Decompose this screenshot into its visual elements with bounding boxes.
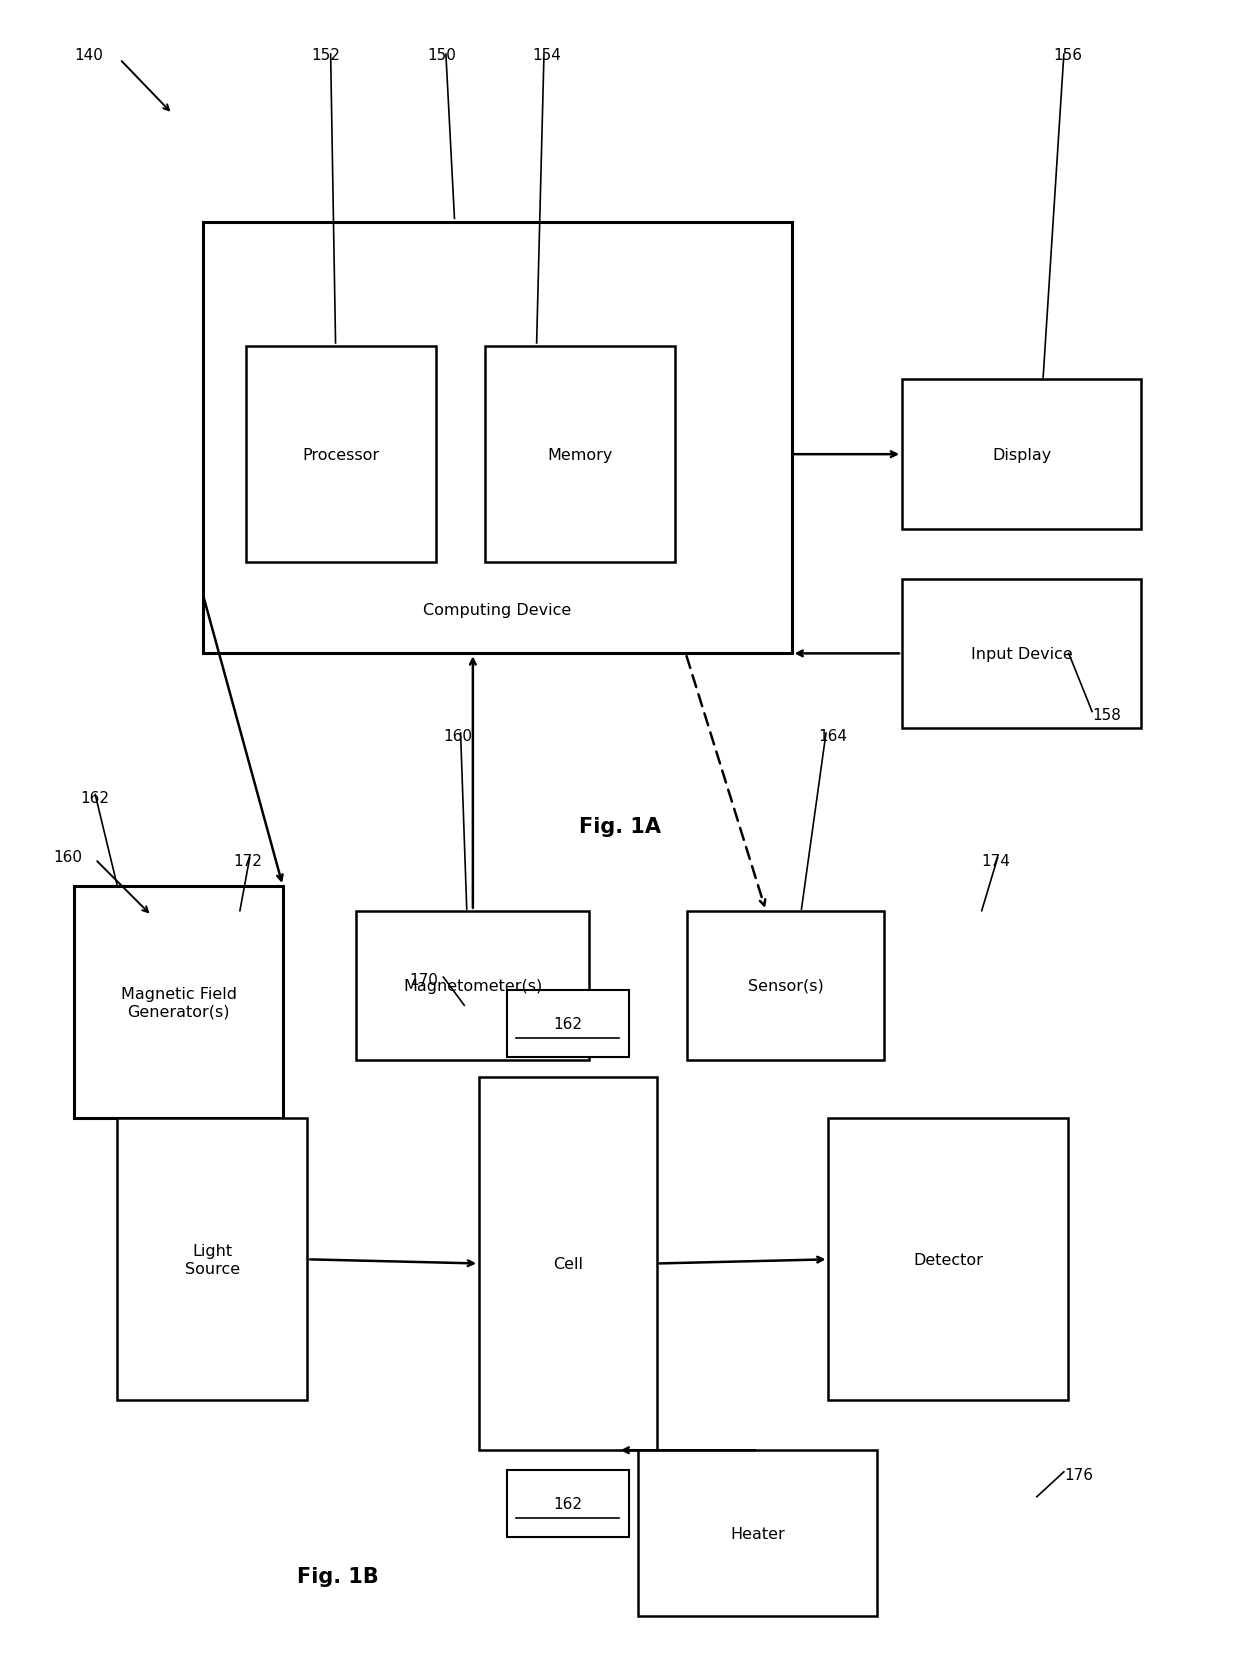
Text: Magnetic Field
Generator(s): Magnetic Field Generator(s)	[120, 985, 237, 1019]
FancyBboxPatch shape	[507, 990, 629, 1057]
FancyBboxPatch shape	[901, 380, 1141, 530]
Text: Sensor(s): Sensor(s)	[748, 979, 823, 994]
Text: 176: 176	[1064, 1467, 1092, 1482]
FancyBboxPatch shape	[74, 887, 283, 1119]
Text: 150: 150	[428, 49, 456, 64]
Text: 154: 154	[532, 49, 560, 64]
Text: Computing Device: Computing Device	[423, 602, 572, 617]
Text: Display: Display	[992, 447, 1052, 462]
Text: Fig. 1B: Fig. 1B	[298, 1566, 379, 1586]
Text: 164: 164	[818, 729, 848, 743]
Text: Detector: Detector	[913, 1251, 983, 1266]
Text: Heater: Heater	[730, 1526, 785, 1541]
FancyBboxPatch shape	[118, 1119, 308, 1400]
Text: Cell: Cell	[553, 1256, 583, 1271]
Text: Input Device: Input Device	[971, 646, 1073, 661]
FancyBboxPatch shape	[639, 1450, 878, 1616]
Text: 162: 162	[81, 790, 109, 805]
Text: 158: 158	[1092, 708, 1121, 723]
Text: 174: 174	[982, 853, 1011, 868]
Text: Fig. 1A: Fig. 1A	[579, 816, 661, 836]
FancyBboxPatch shape	[485, 346, 675, 562]
Text: Magnetometer(s): Magnetometer(s)	[403, 979, 542, 994]
FancyBboxPatch shape	[687, 912, 884, 1061]
Text: Memory: Memory	[548, 447, 613, 462]
Text: 162: 162	[553, 1496, 583, 1511]
FancyBboxPatch shape	[203, 223, 791, 654]
Text: 156: 156	[1053, 49, 1083, 64]
FancyBboxPatch shape	[479, 1077, 657, 1450]
Text: 152: 152	[311, 49, 340, 64]
FancyBboxPatch shape	[828, 1119, 1068, 1400]
Text: 160: 160	[53, 850, 83, 865]
FancyBboxPatch shape	[507, 1471, 629, 1536]
Text: Processor: Processor	[303, 447, 379, 462]
FancyBboxPatch shape	[356, 912, 589, 1061]
Text: 162: 162	[553, 1017, 583, 1032]
Text: 172: 172	[234, 853, 263, 868]
FancyBboxPatch shape	[246, 346, 436, 562]
Text: 170: 170	[409, 972, 438, 987]
Text: 160: 160	[444, 729, 472, 743]
FancyBboxPatch shape	[901, 579, 1141, 729]
Text: 140: 140	[74, 49, 103, 64]
Text: Light
Source: Light Source	[185, 1243, 239, 1276]
